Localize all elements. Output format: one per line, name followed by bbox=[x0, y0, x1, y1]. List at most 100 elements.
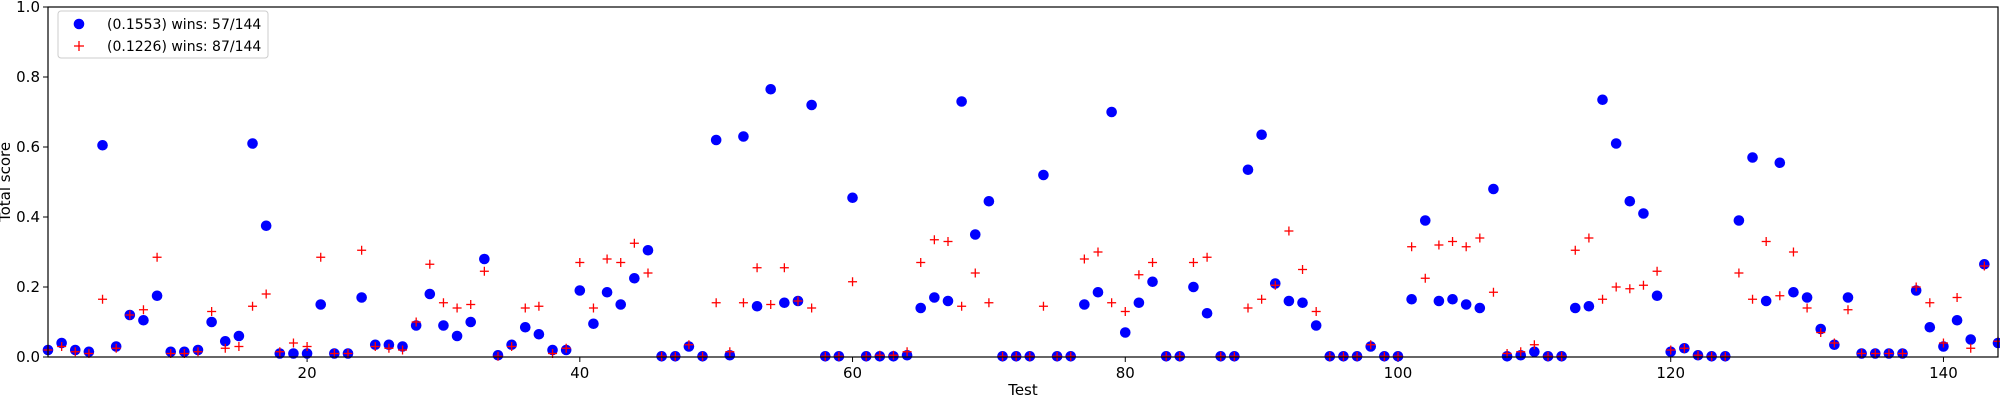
data-point-series-2 bbox=[1748, 294, 1758, 304]
data-point-series-2 bbox=[1802, 303, 1812, 313]
data-point-series-2 bbox=[1420, 273, 1430, 283]
data-point-series-2 bbox=[657, 351, 667, 361]
data-point-series-1 bbox=[1256, 129, 1267, 141]
data-point-series-1 bbox=[1924, 321, 1936, 333]
x-tick-label: 120 bbox=[1656, 364, 1685, 382]
data-point-series-2 bbox=[807, 303, 817, 313]
data-point-series-2 bbox=[1775, 291, 1785, 301]
data-point-series-2 bbox=[1952, 293, 1962, 302]
data-point-series-2 bbox=[1475, 233, 1485, 243]
legend: (0.1553) wins: 57/144 (0.1226) wins: 87/… bbox=[57, 10, 269, 59]
data-point-series-1 bbox=[1842, 292, 1854, 303]
data-point-series-2 bbox=[861, 351, 871, 361]
data-point-series-1 bbox=[1092, 286, 1104, 298]
data-point-series-1 bbox=[1106, 106, 1117, 118]
data-point-series-1 bbox=[1038, 169, 1049, 181]
data-point-series-2 bbox=[929, 235, 939, 245]
y-tick-label: 0.8 bbox=[16, 68, 40, 86]
y-axis: 0.0 0.2 0.4 0.6 0.8 1.0 bbox=[16, 0, 48, 366]
data-point-series-1 bbox=[629, 272, 640, 284]
data-point-series-1 bbox=[969, 229, 981, 240]
legend-marker-series-2 bbox=[74, 41, 84, 51]
data-point-series-1 bbox=[1133, 297, 1145, 309]
data-point-series-2 bbox=[711, 298, 721, 308]
data-point-series-2 bbox=[1202, 252, 1212, 262]
data-point-series-2 bbox=[1161, 351, 1171, 361]
data-point-series-2 bbox=[1925, 298, 1935, 308]
x-tick-label: 60 bbox=[843, 364, 862, 382]
x-tick-label: 140 bbox=[1929, 364, 1958, 382]
data-point-series-1 bbox=[915, 302, 927, 314]
data-point-series-2 bbox=[1816, 328, 1826, 337]
data-point-series-2 bbox=[193, 347, 203, 357]
x-tick-label: 40 bbox=[570, 364, 589, 382]
data-point-series-2 bbox=[207, 307, 217, 316]
data-point-series-2 bbox=[1679, 343, 1689, 353]
data-point-series-2 bbox=[943, 237, 953, 246]
data-point-series-2 bbox=[1843, 305, 1853, 315]
data-point-series-2 bbox=[1829, 338, 1839, 348]
data-point-series-2 bbox=[398, 345, 408, 355]
data-point-series-2 bbox=[152, 252, 162, 262]
x-tick-label: 20 bbox=[298, 364, 317, 382]
x-axis-label: Test bbox=[1007, 381, 1038, 399]
data-point-series-2 bbox=[1448, 237, 1458, 246]
x-axis: 20 40 60 80 100 120 140 bbox=[298, 357, 1958, 382]
data-point-series-1 bbox=[233, 330, 245, 342]
data-point-series-2 bbox=[1598, 294, 1608, 304]
data-point-series-1 bbox=[533, 328, 545, 340]
data-point-series-1 bbox=[751, 300, 763, 312]
data-point-series-2 bbox=[1788, 247, 1798, 257]
data-point-series-2 bbox=[316, 252, 326, 262]
data-point-series-2 bbox=[1911, 282, 1921, 292]
data-point-series-2 bbox=[357, 245, 367, 255]
y-tick-label: 1.0 bbox=[16, 0, 40, 16]
data-point-series-1 bbox=[1801, 292, 1813, 303]
data-point-series-2 bbox=[111, 343, 121, 353]
data-point-series-2 bbox=[234, 342, 244, 351]
data-point-series-1 bbox=[1419, 215, 1431, 226]
data-point-series-2 bbox=[302, 342, 312, 351]
data-point-series-1 bbox=[1406, 293, 1417, 305]
data-point-series-2 bbox=[752, 263, 762, 273]
data-point-series-1 bbox=[1597, 94, 1608, 106]
data-point-series-2 bbox=[1284, 226, 1294, 236]
data-point-series-2 bbox=[1761, 237, 1771, 246]
data-point-series-2 bbox=[1570, 245, 1580, 255]
data-point-series-1 bbox=[260, 220, 272, 232]
data-point-series-2 bbox=[98, 294, 108, 304]
data-point-series-2 bbox=[1434, 240, 1444, 250]
data-point-series-2 bbox=[1638, 280, 1648, 290]
data-point-series-1 bbox=[138, 314, 149, 326]
data-point-series-2 bbox=[1338, 351, 1348, 361]
data-point-series-2 bbox=[1461, 242, 1471, 252]
data-point-series-2 bbox=[1011, 351, 1021, 361]
data-point-series-2 bbox=[1625, 284, 1635, 294]
plot-area bbox=[48, 7, 1998, 357]
data-point-series-2 bbox=[916, 258, 926, 267]
data-point-series-1 bbox=[519, 321, 531, 333]
data-point-series-2 bbox=[1270, 280, 1280, 290]
data-point-series-2 bbox=[1652, 266, 1662, 276]
data-point-series-2 bbox=[1488, 287, 1498, 297]
data-point-series-1 bbox=[1583, 300, 1595, 312]
data-point-series-1 bbox=[642, 244, 654, 256]
y-axis-label: Total score bbox=[0, 142, 14, 223]
data-point-series-2 bbox=[698, 351, 708, 361]
data-point-series-1 bbox=[588, 318, 599, 330]
data-point-series-1 bbox=[1624, 195, 1636, 207]
data-point-series-1 bbox=[929, 292, 940, 303]
data-point-series-2 bbox=[725, 347, 735, 357]
data-point-series-1 bbox=[301, 348, 313, 359]
data-point-series-2 bbox=[902, 347, 912, 357]
data-point-series-2 bbox=[1407, 242, 1417, 252]
data-point-series-2 bbox=[1052, 351, 1062, 361]
data-point-series-1 bbox=[315, 299, 327, 310]
data-point-series-1 bbox=[1788, 286, 1799, 298]
data-point-series-1 bbox=[710, 134, 722, 146]
series-2 bbox=[43, 226, 2000, 361]
data-point-series-1 bbox=[97, 139, 108, 151]
data-point-series-1 bbox=[1733, 215, 1745, 226]
data-point-series-1 bbox=[1569, 302, 1581, 314]
legend-label-series-1: (0.1553) wins: 57/144 bbox=[107, 17, 261, 33]
